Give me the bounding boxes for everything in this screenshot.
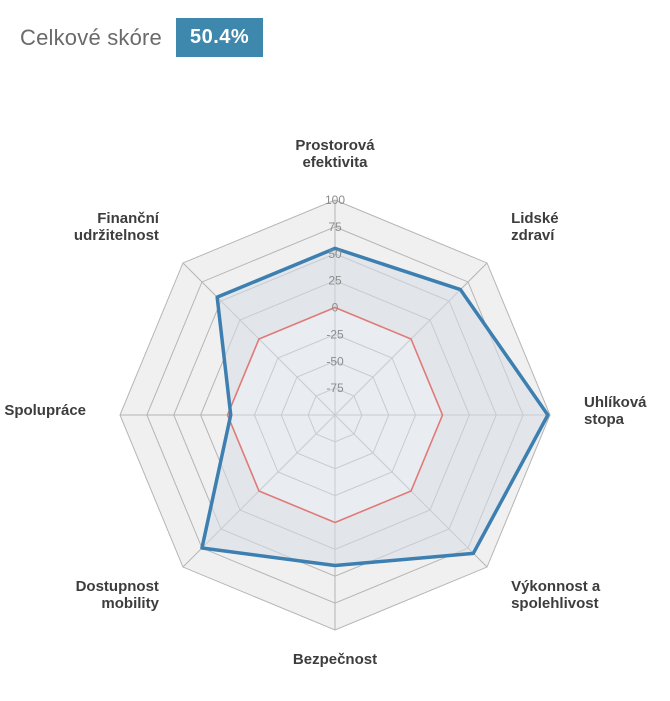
radar-tick-label: 75 <box>328 220 342 234</box>
radar-axis-label: Spolupráce <box>4 402 86 419</box>
radar-axis-label: Prostorováefektivita <box>295 137 375 171</box>
radar-tick-label: 100 <box>325 193 345 207</box>
radar-tick-label: 0 <box>332 301 339 315</box>
radar-tick-label: -50 <box>326 354 344 368</box>
radar-axis-label: Bezpečnost <box>293 651 377 668</box>
header: Celkové skóre 50.4% <box>0 0 670 57</box>
radar-tick-label: -75 <box>326 381 344 395</box>
score-badge: 50.4% <box>176 18 263 57</box>
radar-axis-label: Lidskézdraví <box>511 210 559 244</box>
radar-axis-label: Výkonnost aspolehlivost <box>511 578 601 612</box>
radar-tick-label: 50 <box>328 247 342 261</box>
radar-tick-label: 25 <box>328 274 342 288</box>
page-title: Celkové skóre <box>20 25 162 51</box>
radar-chart: 100 75 50 25 0 -25 -50 -75 Prostorováefektivita L… <box>0 105 670 701</box>
radar-tick-label: -25 <box>326 327 344 341</box>
